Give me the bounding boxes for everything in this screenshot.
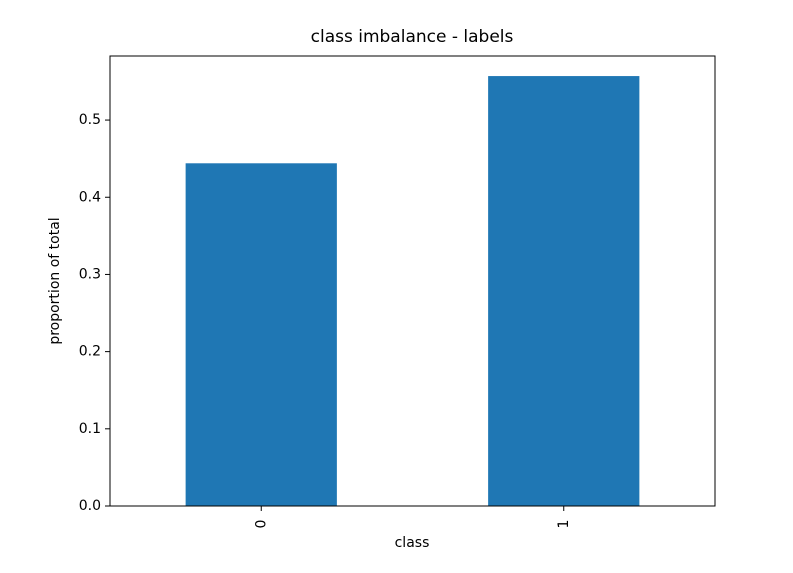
y-tick-label: 0.2 xyxy=(79,344,101,360)
y-tick-label: 0.0 xyxy=(79,498,101,514)
bar xyxy=(488,76,640,507)
y-tick-label: 0.5 xyxy=(79,112,101,128)
y-tick-label: 0.4 xyxy=(79,189,101,205)
bar xyxy=(185,163,337,506)
x-tick-label: 1 xyxy=(556,520,572,529)
y-axis-label: proportion of total xyxy=(47,217,63,344)
y-tick-label: 0.3 xyxy=(79,266,101,282)
x-axis-label: class xyxy=(395,535,430,551)
x-tick-label: 0 xyxy=(253,520,269,529)
y-tick-label: 0.1 xyxy=(79,421,101,437)
chart-title: class imbalance - labels xyxy=(311,27,514,47)
plot-frame xyxy=(109,55,716,507)
